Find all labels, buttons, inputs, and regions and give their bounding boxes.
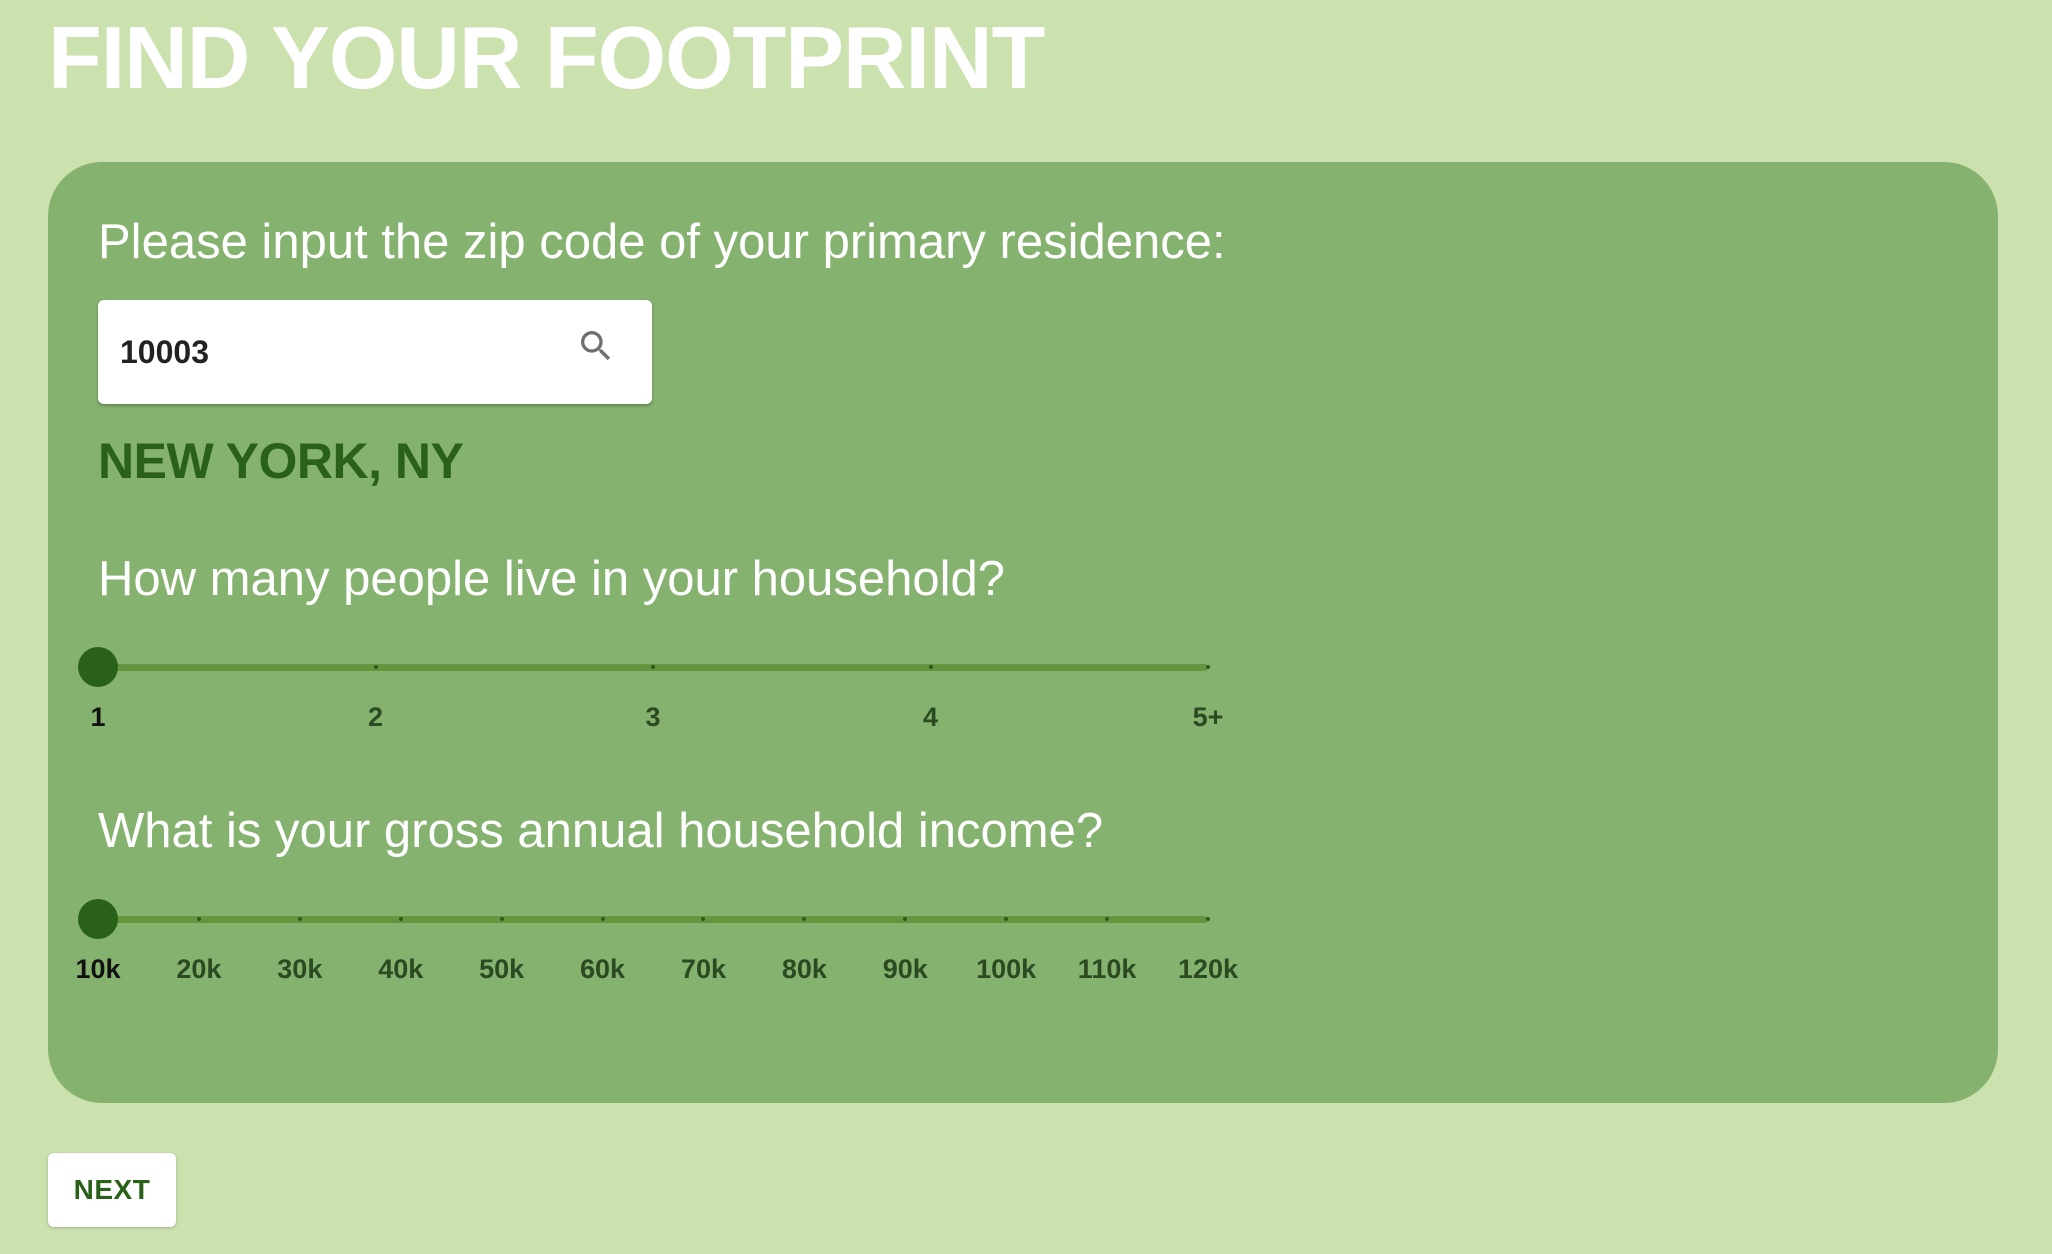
income-question: What is your gross annual household inco… xyxy=(98,804,1104,858)
income-option-label[interactable]: 40k xyxy=(378,954,424,984)
page-title: FIND YOUR FOOTPRINT xyxy=(48,8,1045,107)
zip-code-input[interactable] xyxy=(120,300,550,404)
household-size-question: How many people live in your household? xyxy=(98,552,1006,606)
income-option-tick xyxy=(1004,917,1009,921)
income-option-label[interactable]: 90k xyxy=(882,954,928,984)
household-size-option-label[interactable]: 4 xyxy=(922,702,939,732)
income-option-label[interactable]: 10k xyxy=(75,954,121,984)
income-option-tick xyxy=(600,917,605,921)
zip-question: Please input the zip code of your primar… xyxy=(98,215,1226,269)
household-size-slider[interactable] xyxy=(78,647,1210,687)
income-option-tick xyxy=(499,917,504,921)
questionnaire-card: Please input the zip code of your primar… xyxy=(48,162,1998,1103)
income-option-label[interactable]: 70k xyxy=(680,954,726,984)
household-size-option-label[interactable]: 5+ xyxy=(1192,702,1224,732)
income-option-tick xyxy=(1105,917,1110,921)
income-option-label[interactable]: 60k xyxy=(580,954,626,984)
income-option-tick xyxy=(1206,917,1210,921)
income-option-label[interactable]: 120k xyxy=(1177,954,1239,984)
household-size-option-label[interactable]: 3 xyxy=(645,702,661,732)
income-option-tick xyxy=(802,917,807,921)
city-label: NEW YORK, NY xyxy=(98,433,464,489)
income-option-label[interactable]: 80k xyxy=(781,954,827,984)
income-option-label[interactable]: 20k xyxy=(176,954,222,984)
household-size-slider-thumb[interactable] xyxy=(78,647,118,687)
income-option-tick xyxy=(398,917,403,921)
income-option-tick xyxy=(903,917,908,921)
income-option-label[interactable]: 50k xyxy=(479,954,525,984)
household-size-option-tick xyxy=(1206,665,1210,669)
next-button[interactable]: NEXT xyxy=(48,1153,176,1227)
income-option-label[interactable]: 30k xyxy=(277,954,323,984)
household-size-option-tick xyxy=(373,665,378,669)
household-size-option-tick xyxy=(928,665,933,669)
zip-search-box xyxy=(98,300,652,404)
income-option-tick xyxy=(196,917,201,921)
search-icon[interactable] xyxy=(576,326,616,366)
household-size-option-label[interactable]: 2 xyxy=(367,702,384,732)
income-slider-track[interactable] xyxy=(98,916,1208,923)
income-option-tick xyxy=(297,917,302,921)
income-slider[interactable] xyxy=(78,899,1210,939)
income-slider-thumb[interactable] xyxy=(78,899,118,939)
income-option-label[interactable]: 110k xyxy=(1077,954,1137,984)
household-size-option-label[interactable]: 1 xyxy=(90,702,106,732)
income-option-label[interactable]: 100k xyxy=(976,954,1037,984)
household-size-option-tick xyxy=(651,665,655,669)
income-option-tick xyxy=(701,917,706,921)
